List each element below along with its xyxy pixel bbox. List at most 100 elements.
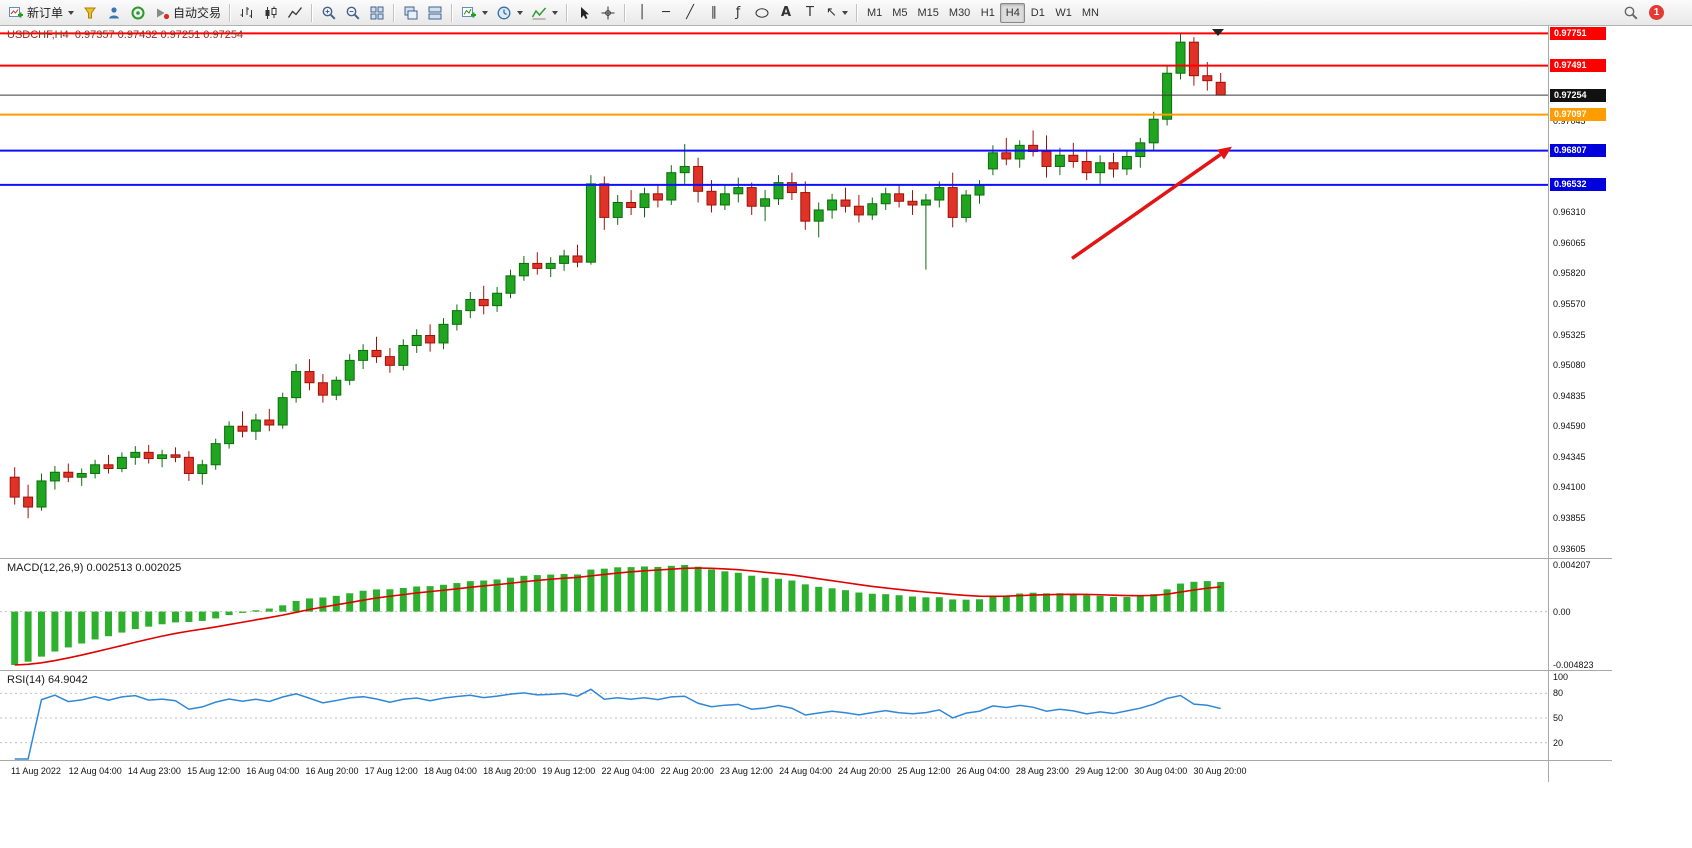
rsi-scale-label: 80 (1553, 688, 1564, 699)
autotrading-button[interactable]: 自动交易 (150, 2, 225, 24)
fibonacci-icon: ƒ (735, 5, 741, 20)
line-chart-button[interactable] (283, 2, 307, 24)
arrows-tool[interactable]: ↖ (822, 2, 852, 24)
cursor-tool-button[interactable] (572, 2, 596, 24)
trendline-icon: ╱ (686, 5, 694, 20)
timeframe-d1[interactable]: D1 (1025, 3, 1050, 23)
macd-panel: MACD(12,26,9) 0.002513 0.002025 0.004207… (0, 558, 1612, 670)
zoom-in-button[interactable] (317, 2, 341, 24)
time-axis-label: 14 Aug 23:00 (127, 766, 181, 776)
toolbar-separator (311, 3, 314, 22)
time-axis[interactable]: 11 Aug 2022 12 Aug 04:00 14 Aug 23:00 15 Au… (0, 760, 1612, 782)
terminal-icon (131, 6, 145, 19)
navigator-button[interactable] (102, 2, 126, 24)
indicators-button[interactable] (527, 2, 562, 24)
new-chart-button[interactable] (457, 2, 492, 24)
caret-down-icon (68, 10, 75, 15)
price-axis-label: 0.94590 (1553, 421, 1586, 432)
timeframe-m30[interactable]: M30 (944, 3, 975, 23)
time-axis-label: 18 Aug 04:00 (423, 766, 477, 776)
price-scale[interactable]: 0.970450.963100.960650.958200.955700.953… (1549, 26, 1612, 558)
crosshair-icon (601, 6, 615, 19)
horizontal-line-tool[interactable]: ─ (654, 2, 678, 24)
text-label-tool[interactable]: T (798, 2, 822, 24)
toolbar-right: 1 (1623, 5, 1688, 21)
rsi-label: RSI(14) 64.9042 (7, 674, 88, 686)
macd-scale-label: 0.00 (1553, 606, 1571, 617)
cursor-arrow-icon (581, 6, 590, 19)
cascade-windows-button[interactable] (399, 2, 423, 24)
timeframe-h4[interactable]: H4 (1000, 2, 1026, 23)
fibonacci-tool[interactable]: ƒ (726, 2, 750, 24)
new-order-label: 新订单 (27, 6, 64, 20)
vertical-line-tool[interactable]: │ (630, 2, 654, 24)
tile-windows-button[interactable] (365, 2, 389, 24)
scale-separator (1548, 26, 1549, 782)
zoom-out-icon (346, 6, 360, 20)
rsi-scale[interactable]: 100 80 50 20 (1549, 671, 1612, 760)
rsi-scale-label: 50 (1553, 713, 1564, 723)
indicators-icon (531, 7, 547, 19)
price-axis-label: 0.96065 (1553, 237, 1586, 248)
search-icon[interactable] (1623, 5, 1639, 21)
crosshair-tool-button[interactable] (596, 2, 620, 24)
text-tool[interactable]: A (774, 2, 798, 24)
timeframe-m15[interactable]: M15 (913, 3, 944, 23)
price-axis-label: 0.93855 (1553, 512, 1586, 523)
rsi-plot[interactable] (0, 671, 1548, 761)
vertical-line-icon: │ (638, 5, 646, 20)
notification-badge[interactable]: 1 (1649, 5, 1664, 20)
new-order-button[interactable]: 新订单 (4, 2, 78, 24)
timeframe-group: M1 M5 M15 M30 H1 H4 D1 W1 MN (862, 2, 1104, 23)
time-axis-label: 26 Aug 04:00 (956, 766, 1010, 776)
time-axis-label: 17 Aug 12:00 (364, 766, 418, 776)
trendline-tool[interactable]: ╱ (678, 2, 702, 24)
timeframe-h1[interactable]: H1 (975, 3, 1000, 23)
time-axis-label: 24 Aug 20:00 (838, 766, 892, 776)
price-chart-plot[interactable] (0, 26, 1548, 558)
rsi-panel: RSI(14) 64.9042 100 80 50 20 (0, 670, 1612, 760)
horizontal-line-icon: ─ (662, 5, 670, 20)
time-axis-label: 12 Aug 04:00 (68, 766, 122, 776)
text-label-icon: T (806, 5, 814, 20)
price-axis-label: 0.96310 (1553, 207, 1586, 218)
time-axis-label: 16 Aug 20:00 (305, 766, 359, 776)
macd-scale-label: 0.004207 (1553, 560, 1591, 570)
time-axis-label: 18 Aug 20:00 (483, 766, 537, 776)
market-watch-button[interactable] (78, 2, 102, 24)
toolbar-separator (624, 3, 627, 22)
time-axis-label: 22 Aug 20:00 (660, 766, 714, 776)
clock-icon (497, 6, 511, 19)
zoom-out-button[interactable] (341, 2, 365, 24)
new-chart-icon (462, 6, 477, 17)
channel-tool[interactable]: ∥ (702, 2, 726, 24)
shapes-tool[interactable] (750, 2, 774, 24)
timeframe-m1[interactable]: M1 (862, 3, 887, 23)
time-axis-label: 19 Aug 12:00 (542, 766, 596, 776)
timeframe-w1[interactable]: W1 (1050, 3, 1077, 23)
autotrading-icon (157, 8, 170, 19)
price-axis-label: 0.93605 (1553, 543, 1586, 554)
macd-plot[interactable] (0, 559, 1548, 671)
terminal-button[interactable] (126, 2, 150, 24)
periods-button[interactable] (492, 2, 527, 24)
price-badge: 0.96807 (1550, 144, 1606, 158)
channel-icon: ∥ (710, 5, 718, 20)
hsplit-windows-button[interactable] (423, 2, 447, 24)
candlestick-chart-button[interactable] (259, 2, 283, 24)
zoom-in-icon (322, 6, 336, 20)
market-watch-icon (84, 7, 96, 18)
macd-scale-label: -0.004823 (1553, 660, 1594, 670)
bar-chart-button[interactable] (235, 2, 259, 24)
price-badge: 0.97254 (1550, 88, 1606, 102)
caret-down-icon (482, 10, 489, 15)
macd-scale[interactable]: 0.004207 0.00 -0.004823 (1549, 559, 1612, 670)
line-chart-icon (287, 6, 303, 18)
main-toolbar: 新订单 自动交易 │ ─ ╱ ∥ ƒ A T ↖ M1 M5 M15 M30 H1 H4 D… (0, 0, 1692, 26)
cascade-windows-icon (404, 6, 418, 19)
time-axis-label: 25 Aug 12:00 (897, 766, 951, 776)
macd-label: MACD(12,26,9) 0.002513 0.002025 (7, 562, 182, 574)
price-badge: 0.97491 (1550, 59, 1606, 73)
timeframe-m5[interactable]: M5 (887, 3, 912, 23)
timeframe-mn[interactable]: MN (1077, 3, 1104, 23)
